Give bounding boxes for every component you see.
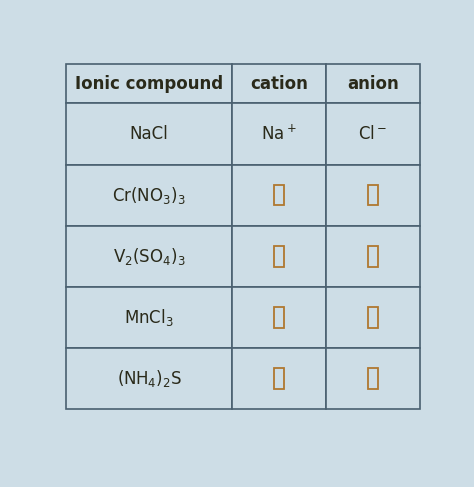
Bar [232,348,326,409]
Bar [326,64,420,103]
Text: (NH$_4$)$_2$S: (NH$_4$)$_2$S [117,368,182,389]
Bar [66,287,232,348]
Bar [326,103,420,165]
Bar [66,64,232,103]
Bar [232,287,326,348]
Text: V$_2$(SO$_4$)$_3$: V$_2$(SO$_4$)$_3$ [113,246,185,267]
Bar [368,246,378,266]
Bar [66,348,232,409]
Text: Na$^+$: Na$^+$ [262,124,297,144]
Bar [368,307,378,328]
Bar [368,185,378,206]
Bar [274,307,284,328]
Bar [274,368,284,389]
Bar [326,348,420,409]
Bar [232,64,326,103]
Bar [66,225,232,287]
Bar [326,225,420,287]
Bar [326,287,420,348]
Text: Cl$^-$: Cl$^-$ [358,125,388,143]
Bar [274,246,284,266]
Text: MnCl$_3$: MnCl$_3$ [124,307,174,328]
Bar [66,165,232,225]
Bar [232,225,326,287]
Text: Cr(NO$_3$)$_3$: Cr(NO$_3$)$_3$ [112,185,186,206]
Text: cation: cation [250,75,308,93]
Bar [232,165,326,225]
Bar [66,103,232,165]
Text: Ionic compound: Ionic compound [75,75,223,93]
Bar [326,165,420,225]
Text: NaCl: NaCl [130,125,168,143]
Bar [232,103,326,165]
Bar [368,368,378,389]
Text: anion: anion [347,75,399,93]
Bar [274,185,284,206]
